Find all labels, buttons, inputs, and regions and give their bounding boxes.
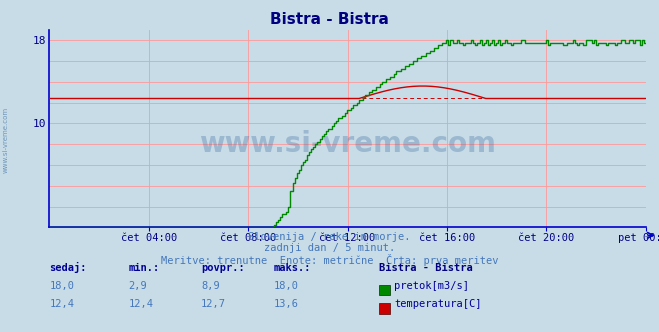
Text: temperatura[C]: temperatura[C] — [394, 299, 482, 309]
Text: min.:: min.: — [129, 263, 159, 273]
Text: 8,9: 8,9 — [201, 281, 219, 291]
Text: 12,7: 12,7 — [201, 299, 226, 309]
Text: Meritve: trenutne  Enote: metrične  Črta: prva meritev: Meritve: trenutne Enote: metrične Črta: … — [161, 254, 498, 266]
Text: 13,6: 13,6 — [273, 299, 299, 309]
Text: maks.:: maks.: — [273, 263, 311, 273]
Text: povpr.:: povpr.: — [201, 263, 244, 273]
Text: Slovenija / reke in morje.: Slovenija / reke in morje. — [248, 232, 411, 242]
Text: zadnji dan / 5 minut.: zadnji dan / 5 minut. — [264, 243, 395, 253]
Text: Bistra - Bistra: Bistra - Bistra — [379, 263, 473, 273]
Text: 18,0: 18,0 — [273, 281, 299, 291]
Text: www.si-vreme.com: www.si-vreme.com — [199, 130, 496, 158]
Text: Bistra - Bistra: Bistra - Bistra — [270, 12, 389, 27]
Text: www.si-vreme.com: www.si-vreme.com — [2, 106, 9, 173]
Text: 2,9: 2,9 — [129, 281, 147, 291]
Text: 12,4: 12,4 — [49, 299, 74, 309]
Text: sedaj:: sedaj: — [49, 262, 87, 273]
Text: 12,4: 12,4 — [129, 299, 154, 309]
Text: pretok[m3/s]: pretok[m3/s] — [394, 281, 469, 291]
Text: 18,0: 18,0 — [49, 281, 74, 291]
